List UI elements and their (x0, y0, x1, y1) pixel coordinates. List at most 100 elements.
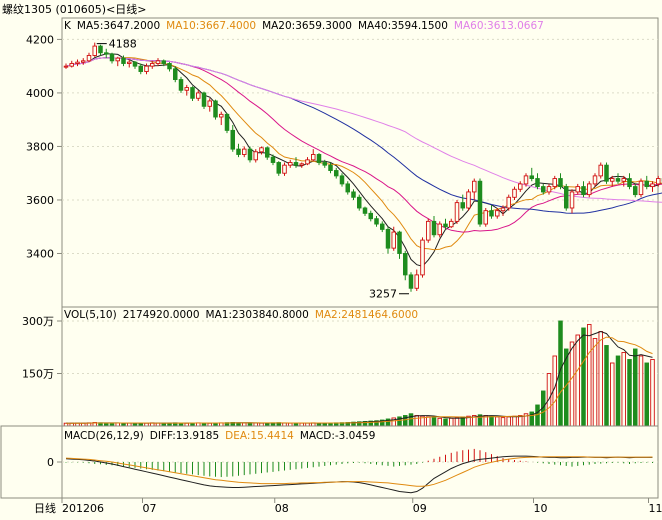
candle-body[interactable] (633, 187, 637, 195)
candle-body[interactable] (553, 179, 557, 187)
candle-body[interactable] (323, 163, 327, 166)
candle-body[interactable] (403, 253, 407, 274)
candle-body[interactable] (559, 179, 563, 187)
volume-bar[interactable] (409, 414, 413, 426)
candle-body[interactable] (501, 208, 505, 211)
volume-bar[interactable] (495, 417, 499, 426)
candle-body[interactable] (340, 176, 344, 184)
macd-histogram[interactable] (66, 449, 653, 477)
candle-body[interactable] (622, 179, 626, 182)
candle-body[interactable] (628, 179, 632, 187)
candle-body[interactable] (357, 197, 361, 208)
candle-body[interactable] (375, 219, 379, 224)
candle-body[interactable] (564, 187, 568, 208)
candle-body[interactable] (168, 63, 172, 68)
volume-bar[interactable] (616, 356, 620, 426)
candle-body[interactable] (461, 203, 465, 208)
candle-body[interactable] (202, 93, 206, 106)
candle-body[interactable] (70, 63, 74, 66)
volume-bar[interactable] (426, 417, 430, 426)
candle-body[interactable] (288, 163, 292, 166)
volume-bar[interactable] (444, 419, 448, 426)
candle-body[interactable] (294, 163, 298, 166)
volume-bar[interactable] (639, 356, 643, 426)
volume-bar[interactable] (622, 353, 626, 427)
candle-body[interactable] (150, 63, 154, 66)
candle-body[interactable] (547, 187, 551, 192)
candle-body[interactable] (587, 184, 591, 195)
candle-body[interactable] (133, 62, 137, 66)
candle-body[interactable] (570, 192, 574, 208)
volume-bar[interactable] (651, 360, 655, 427)
candle-body[interactable] (214, 101, 218, 117)
volume-bar[interactable] (438, 418, 442, 426)
candle-body[interactable] (593, 176, 597, 184)
volume-bar[interactable] (449, 418, 453, 426)
candle-body[interactable] (277, 163, 281, 174)
candle-body[interactable] (196, 93, 200, 98)
volume-bar[interactable] (415, 416, 419, 427)
candle-body[interactable] (248, 149, 252, 160)
candle-body[interactable] (225, 114, 229, 130)
candle-body[interactable] (242, 149, 246, 154)
candle-body[interactable] (530, 176, 534, 179)
candle-body[interactable] (386, 229, 390, 248)
candle-body[interactable] (449, 221, 453, 226)
candlesticks[interactable] (64, 43, 662, 292)
volume-bar[interactable] (633, 349, 637, 426)
candle-body[interactable] (306, 160, 310, 164)
candle-body[interactable] (518, 184, 522, 189)
candle-body[interactable] (162, 61, 166, 64)
candle-body[interactable] (616, 179, 620, 182)
candle-body[interactable] (81, 61, 85, 62)
candle-body[interactable] (122, 58, 126, 63)
volume-bar[interactable] (593, 339, 597, 427)
candle-body[interactable] (513, 189, 517, 197)
candle-body[interactable] (283, 165, 287, 173)
volume-bar[interactable] (507, 417, 511, 426)
candle-body[interactable] (329, 165, 333, 170)
volume-bar[interactable] (513, 416, 517, 426)
candle-body[interactable] (495, 211, 499, 216)
candle-body[interactable] (398, 232, 402, 253)
candle-body[interactable] (409, 275, 413, 288)
candle-body[interactable] (576, 187, 580, 192)
candle-body[interactable] (645, 181, 649, 186)
candle-body[interactable] (541, 187, 545, 192)
candle-body[interactable] (300, 164, 304, 165)
candle-body[interactable] (651, 184, 655, 187)
candle-body[interactable] (185, 88, 189, 91)
candle-body[interactable] (484, 211, 488, 224)
candle-body[interactable] (191, 88, 195, 99)
volume-bar[interactable] (576, 335, 580, 426)
candle-body[interactable] (472, 181, 476, 192)
candle-body[interactable] (110, 54, 114, 61)
candle-body[interactable] (265, 148, 269, 157)
candle-body[interactable] (432, 221, 436, 234)
candle-body[interactable] (639, 181, 643, 194)
candle-body[interactable] (237, 149, 241, 154)
volume-bar[interactable] (587, 325, 591, 427)
candle-body[interactable] (219, 114, 223, 117)
candle-body[interactable] (254, 152, 258, 160)
candle-body[interactable] (380, 224, 384, 229)
volume-bar[interactable] (628, 360, 632, 427)
volume-bar[interactable] (490, 416, 494, 426)
candle-body[interactable] (536, 179, 540, 187)
volume-bar[interactable] (645, 363, 649, 426)
candle-body[interactable] (369, 213, 373, 218)
candle-body[interactable] (352, 192, 356, 197)
candle-body[interactable] (208, 101, 212, 106)
volume-bar[interactable] (605, 346, 609, 427)
candle-body[interactable] (438, 224, 442, 235)
candle-body[interactable] (231, 130, 235, 149)
volume-bar[interactable] (582, 328, 586, 426)
candle-body[interactable] (582, 187, 586, 195)
candle-body[interactable] (426, 221, 430, 240)
volume-bar[interactable] (599, 332, 603, 427)
volume-bar[interactable] (455, 418, 459, 426)
volume-bar[interactable] (403, 416, 407, 427)
candle-body[interactable] (415, 275, 419, 288)
